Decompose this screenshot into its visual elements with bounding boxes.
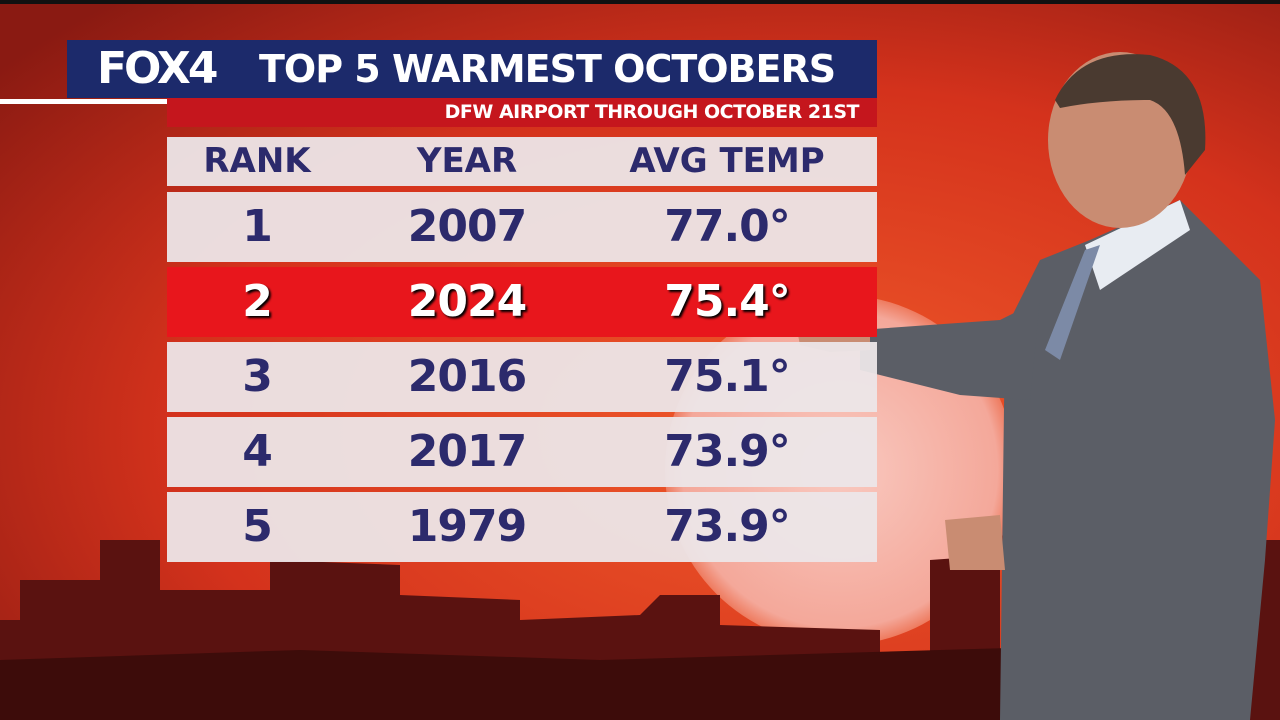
table-row: 1 2007 77.0° xyxy=(167,192,877,262)
table-cell: 4 xyxy=(242,426,273,477)
title-bar: FOX4 TOP 5 WARMEST OCTOBERS xyxy=(67,40,877,98)
column-header: AVG TEMP xyxy=(629,141,825,181)
table-cell: 1 xyxy=(242,201,273,252)
table-cell: 2016 xyxy=(407,351,527,402)
column-header: YEAR xyxy=(416,141,518,181)
table-cell: 2007 xyxy=(407,201,527,252)
table-cell: 73.9° xyxy=(664,501,791,552)
header-row: RANK YEAR AVG TEMP xyxy=(167,137,877,186)
table-cell: 73.9° xyxy=(664,426,791,477)
table-row: 3 2016 75.1° xyxy=(167,342,877,412)
subtitle-bar: DFW AIRPORT THROUGH OCTOBER 21ST xyxy=(167,98,877,127)
column-header: RANK xyxy=(203,141,311,181)
title: TOP 5 WARMEST OCTOBERS xyxy=(259,47,836,91)
table-cell: 2 xyxy=(242,276,273,327)
table-cell: 75.4° xyxy=(664,276,791,327)
table-cell: 2024 xyxy=(407,276,527,327)
table-cell: 77.0° xyxy=(664,201,791,252)
subtitle: DFW AIRPORT THROUGH OCTOBER 21ST xyxy=(444,101,860,123)
logo: FOX4 xyxy=(97,43,218,94)
table-row: 4 2017 73.9° xyxy=(167,417,877,487)
table-cell: 1979 xyxy=(407,501,527,552)
table-row: 5 1979 73.9° xyxy=(167,492,877,562)
table-cell: 2017 xyxy=(407,426,527,477)
table-cell: 5 xyxy=(242,501,273,552)
table-cell: 75.1° xyxy=(664,351,791,402)
table-row: 2 2024 75.4° xyxy=(167,267,877,337)
table-cell: 3 xyxy=(242,351,273,402)
